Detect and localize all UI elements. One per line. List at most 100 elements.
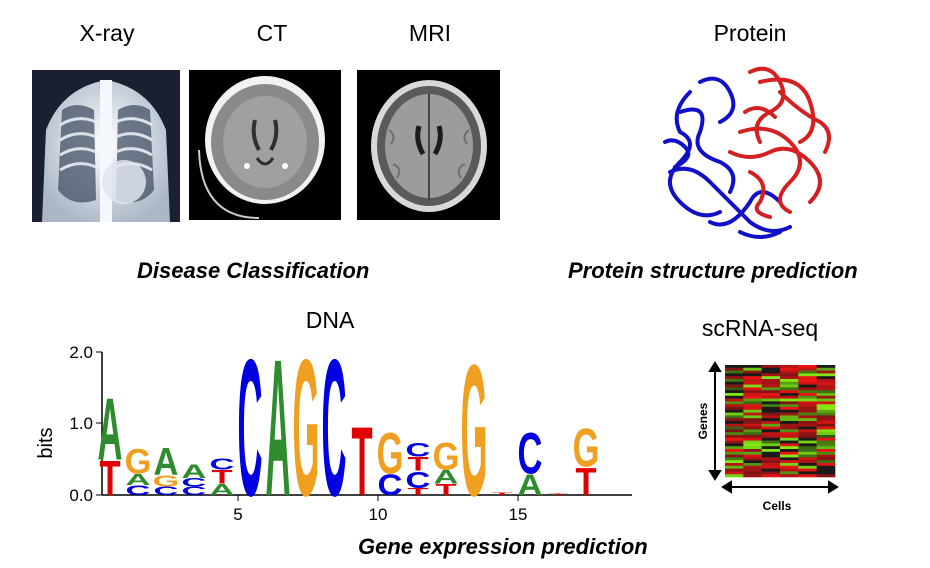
heatmap-cell: [780, 471, 799, 475]
scrna-label: scRNA-seq: [701, 315, 819, 341]
heatmap-cell: [798, 365, 817, 369]
heatmap-cell: [725, 451, 744, 455]
heatmap-cell: [743, 432, 762, 436]
heatmap-cell: [816, 415, 836, 419]
logo-glyph: C: [154, 485, 179, 498]
heatmap-cell: [780, 421, 799, 425]
heatmap-cell: [780, 446, 799, 450]
heatmap-cell: [725, 373, 744, 377]
heatmap-cell: [743, 443, 762, 447]
heatmap-cell: [743, 412, 762, 416]
heatmap-cell: [743, 440, 762, 444]
heatmap-cell: [725, 435, 744, 439]
heatmap-cell: [743, 387, 762, 391]
heatmap-cell: [761, 387, 781, 391]
heatmap-cell: [725, 423, 744, 427]
heatmap-cell: [725, 404, 744, 408]
heatmap-cell: [725, 429, 744, 433]
logo-glyph: C: [378, 468, 403, 501]
heatmap-cell: [780, 474, 799, 478]
heatmap-cell: [743, 393, 762, 397]
heatmap-cell: [780, 415, 799, 419]
heatmap-cell: [761, 457, 781, 461]
heatmap-cell: [798, 390, 817, 394]
heatmap-cell: [780, 409, 799, 413]
logo-glyph: C: [210, 455, 235, 472]
heatmap-cell: [816, 435, 836, 439]
heatmap-cell: [761, 415, 781, 419]
logo-glyph: G: [377, 422, 404, 487]
heatmap-cell: [725, 365, 744, 369]
heatmap-cell: [798, 423, 817, 427]
heatmap-cell: [780, 465, 799, 469]
heatmap-cell: [761, 432, 781, 436]
heatmap-cell: [725, 381, 744, 385]
logo-glyph: G: [125, 442, 152, 481]
logo-glyph: A: [98, 382, 123, 479]
heatmap-cell: [761, 454, 781, 458]
logo-glyph: C: [182, 485, 207, 498]
heatmap-cell: [780, 418, 799, 422]
xtick-5: 5: [233, 505, 242, 524]
logo-glyph: C: [182, 476, 207, 489]
logo-glyph: C: [322, 330, 347, 530]
heatmap-cell: [725, 465, 744, 469]
logo-glyph: G: [461, 330, 488, 530]
logo-glyph: T: [407, 487, 429, 498]
logo-glyph: A: [518, 468, 543, 501]
heatmap-cell: [761, 471, 781, 475]
heatmap-cell: [816, 463, 836, 467]
logo-glyph: A: [266, 330, 291, 530]
logo-glyph: T: [211, 466, 232, 488]
logo-glyph: T: [435, 481, 457, 498]
heatmap-cell: [816, 429, 836, 433]
heatmap-cell: [816, 395, 836, 399]
heatmap-cell: [761, 373, 781, 377]
heatmap-cell: [725, 390, 744, 394]
logo-xticks: 5 10 15: [233, 495, 527, 524]
heatmap-cell: [798, 449, 817, 453]
caption-gene-expression: Gene expression prediction: [358, 534, 648, 559]
heatmap-cell: [780, 395, 799, 399]
logo-glyph: C: [406, 439, 431, 461]
heatmap-cell: [743, 381, 762, 385]
heatmap-cell: [743, 390, 762, 394]
heatmap-cell: [780, 451, 799, 455]
heatmap-cell: [798, 384, 817, 388]
heatmap-cell: [780, 426, 799, 430]
heatmap-cell: [761, 395, 781, 399]
heatmap-cell: [743, 460, 762, 464]
heatmap-cell: [725, 454, 744, 458]
heatmap-cell: [798, 446, 817, 450]
heatmap-cell: [798, 401, 817, 405]
heatmap-cell: [743, 404, 762, 408]
heatmap-cell: [743, 421, 762, 425]
heatmap-cell: [798, 468, 817, 472]
heatmap-cell: [743, 446, 762, 450]
heatmap-cell: [816, 370, 836, 374]
heatmap-cell: [725, 379, 744, 383]
heatmap-cell: [816, 443, 836, 447]
heatmap-cell: [725, 457, 744, 461]
heatmap-cell: [761, 429, 781, 433]
heatmap-cell: [816, 387, 836, 391]
heatmap-cells: [725, 365, 836, 478]
heatmap-cell: [761, 393, 781, 397]
logo-glyph: G: [433, 434, 460, 477]
heatmap-cell: [761, 437, 781, 441]
heatmap-cell: [725, 446, 744, 450]
heatmap-cell: [798, 387, 817, 391]
heatmap-cell: [798, 426, 817, 430]
heatmap-cell: [725, 367, 744, 371]
heatmap-cell: [780, 457, 799, 461]
heatmap-cell: [798, 370, 817, 374]
heatmap-cell: [743, 370, 762, 374]
heatmap-cell: [725, 437, 744, 441]
heatmap-cell: [798, 457, 817, 461]
heatmap-cell: [761, 401, 781, 405]
heatmap-cell: [798, 373, 817, 377]
heatmap-cell: [743, 457, 762, 461]
heatmap-cell: [816, 390, 836, 394]
heatmap-cell: [816, 465, 836, 469]
heatmap-cell: [798, 463, 817, 467]
